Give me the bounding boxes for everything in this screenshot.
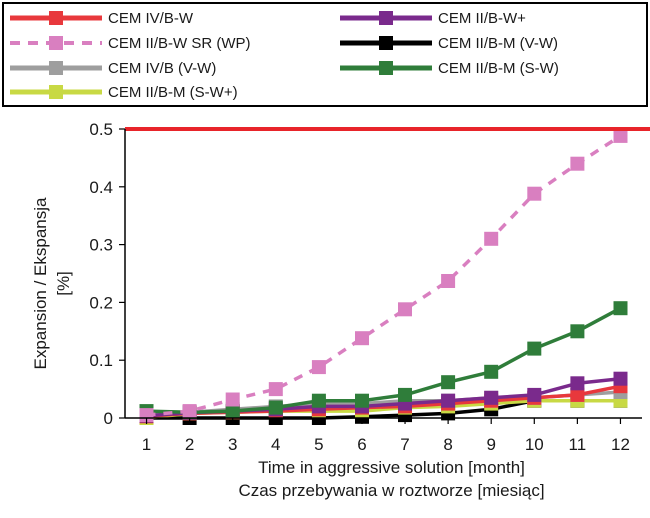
legend-marker-cem-ii-b-m-s-w [49, 85, 63, 99]
legend-label-cem-ii-b-m-s-w: CEM II/B-M (S-W+) [108, 84, 238, 101]
x-tick-label: 11 [569, 435, 587, 454]
y-tick-label: 0.2 [89, 293, 113, 312]
x-tick-label: 8 [443, 435, 452, 454]
data-point-cem-ii-b-m-s-w [355, 393, 369, 408]
data-point-cem-ii-b-w-sr-wp [225, 392, 240, 407]
legend-label-cem-iv-b-v-w: CEM IV/B (V-W) [108, 60, 216, 77]
data-point-cem-ii-b-m-s-w [613, 301, 628, 316]
x-tick-label: 6 [357, 435, 366, 454]
series-line-cem-ii-b-m-s-w [146, 306, 622, 414]
data-point-cem-ii-b-w-sr-wp [441, 274, 456, 288]
legend-label-cem-ii-b-m-v-w: CEM II/B-M (V-W) [438, 35, 558, 52]
legend-marker-cem-iv-b-w [49, 11, 63, 25]
x-tick-label: 5 [314, 435, 323, 454]
data-point-cem-ii-b-w [613, 371, 628, 386]
x-axis-title-secondary: Czas przebywania w roztworze [miesiąc] [238, 481, 544, 500]
y-tick-label: 0.1 [89, 351, 113, 370]
x-tick-label: 3 [228, 435, 237, 454]
legend-marker-cem-ii-b-w-sr-wp [49, 36, 63, 50]
data-point-cem-ii-b-m-s-w [570, 324, 585, 339]
data-point-cem-ii-b-w-sr-wp [355, 331, 369, 346]
y-tick-label: 0.4 [89, 178, 113, 197]
x-axis-title: Time in aggressive solution [month] [258, 458, 525, 477]
legend-marker-cem-iv-b-v-w [49, 61, 63, 75]
data-point-cem-ii-b-m-s-w [268, 400, 283, 415]
data-point-cem-ii-b-w-sr-wp [398, 302, 412, 317]
data-point-cem-ii-b-w [527, 387, 542, 402]
legend-frame [2, 2, 648, 107]
data-point-cem-ii-b-m-s-w [441, 375, 456, 390]
legend-label-cem-iv-b-w: CEM IV/B-W [108, 10, 194, 27]
x-tick-label: 12 [611, 435, 630, 454]
data-point-cem-ii-b-m-s-w [311, 393, 326, 408]
legend: CEM IV/B-W CEM II/B-W+ CEM II/B-W SR (WP) C… [2, 2, 648, 107]
legend-marker-cem-ii-b-w [379, 11, 393, 25]
plot-area [125, 127, 650, 425]
x-tick-label: 1 [142, 435, 151, 454]
legend-label-cem-ii-b-m-s-w: CEM II/B-M (S-W) [438, 60, 559, 77]
data-point-cem-ii-b-w-sr-wp [527, 186, 542, 201]
x-tick-label: 4 [271, 435, 280, 454]
data-point-cem-ii-b-m-s-w [484, 364, 499, 379]
data-point-cem-ii-b-m-s-w [527, 341, 542, 356]
data-point-cem-ii-b-w-sr-wp [268, 382, 283, 397]
data-point-cem-iv-b-w [570, 387, 585, 402]
x-tick-label: 7 [400, 435, 409, 454]
series-line-cem-ii-b-w-sr-wp [146, 134, 622, 417]
data-point-cem-ii-b-w [484, 390, 499, 405]
y-tick-label: 0.5 [89, 120, 113, 139]
data-point-cem-ii-b-w-sr-wp [570, 156, 585, 171]
y-tick-label: 0.3 [89, 236, 113, 255]
data-point-cem-ii-b-m-s-w [225, 404, 240, 419]
y-tick-label: 0 [104, 409, 113, 428]
data-point-cem-ii-b-w-sr-wp [613, 128, 628, 143]
y-axis-title-secondary: [%] [54, 271, 73, 296]
legend-marker-cem-ii-b-m-s-w [379, 61, 393, 75]
data-point-cem-ii-b-w [570, 376, 585, 391]
data-point-cem-ii-b-w-sr-wp [311, 360, 326, 375]
x-tick-label: 9 [486, 435, 495, 454]
data-point-cem-ii-b-w-sr-wp [182, 404, 197, 419]
y-axis-title: Expansion / Ekspansja [31, 197, 50, 370]
legend-label-cem-ii-b-w: CEM II/B-W+ [438, 10, 526, 27]
legend-marker-cem-ii-b-m-v-w [379, 36, 393, 50]
data-point-cem-ii-b-w-sr-wp [484, 231, 499, 246]
x-tick-label: 10 [525, 435, 544, 454]
data-point-cem-ii-b-w [441, 393, 456, 408]
data-point-cem-ii-b-m-s-w [398, 387, 412, 402]
x-tick-label: 2 [185, 435, 194, 454]
legend-label-cem-ii-b-w-sr-wp: CEM II/B-W SR (WP) [108, 35, 251, 52]
